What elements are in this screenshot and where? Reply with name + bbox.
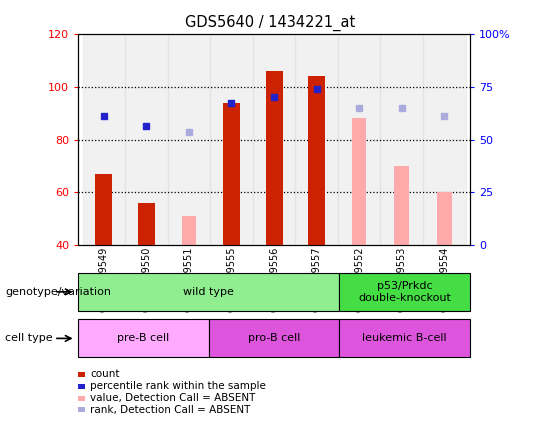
Bar [437, 192, 451, 245]
Text: genotype/variation: genotype/variation [5, 287, 111, 297]
Bar [210, 34, 253, 245]
Text: GDS5640 / 1434221_at: GDS5640 / 1434221_at [185, 15, 355, 31]
Bar [125, 34, 167, 245]
Bar [395, 166, 409, 245]
Bar [266, 71, 282, 245]
Text: cell type: cell type [5, 333, 53, 343]
Text: p53/Prkdc
double-knockout: p53/Prkdc double-knockout [358, 281, 451, 303]
Bar [338, 34, 381, 245]
Bar [83, 34, 125, 245]
Text: percentile rank within the sample: percentile rank within the sample [90, 381, 266, 391]
Bar [223, 103, 240, 245]
Bar [96, 174, 112, 245]
Bar [423, 34, 465, 245]
Bar [381, 34, 423, 245]
Bar [181, 216, 196, 245]
Text: value, Detection Call = ABSENT: value, Detection Call = ABSENT [90, 393, 255, 403]
Text: pro-B cell: pro-B cell [248, 333, 300, 343]
Bar [138, 203, 155, 245]
Text: rank, Detection Call = ABSENT: rank, Detection Call = ABSENT [90, 405, 251, 415]
Text: leukemic B-cell: leukemic B-cell [362, 333, 447, 343]
Text: pre-B cell: pre-B cell [117, 333, 170, 343]
Bar [167, 34, 210, 245]
Bar [308, 76, 325, 245]
Text: wild type: wild type [184, 287, 234, 297]
Text: count: count [90, 369, 120, 379]
Bar [352, 118, 367, 245]
Bar [253, 34, 295, 245]
Bar [295, 34, 338, 245]
